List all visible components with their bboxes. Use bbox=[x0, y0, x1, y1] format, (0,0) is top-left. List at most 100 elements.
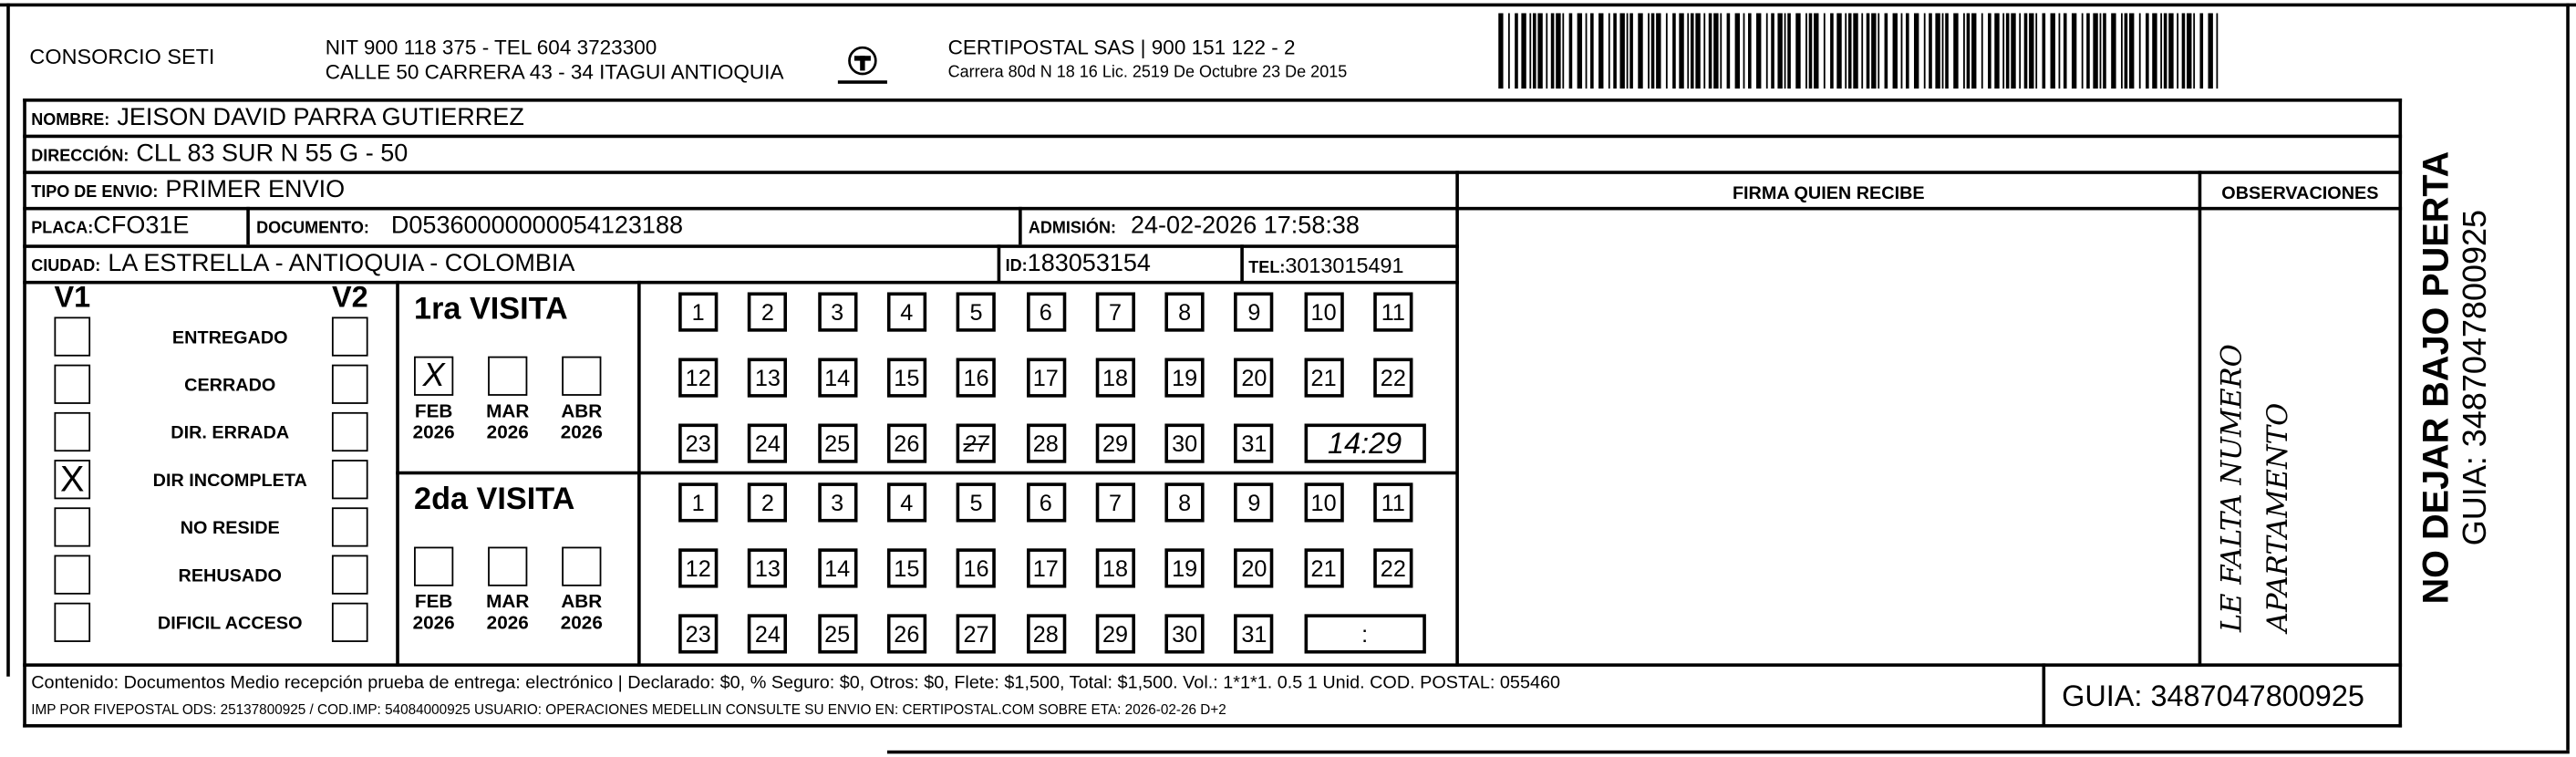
day-box-7[interactable]: 7 bbox=[1095, 482, 1135, 523]
barcode-bar bbox=[1726, 13, 1731, 89]
day-box-26[interactable]: 26 bbox=[886, 423, 926, 463]
checkbox-v2[interactable] bbox=[331, 460, 368, 500]
day-box-12[interactable]: 12 bbox=[678, 548, 719, 588]
month-label: FEB bbox=[414, 592, 453, 613]
barcode-bar bbox=[2005, 13, 2010, 89]
day-box-27[interactable]: 27 bbox=[956, 614, 997, 654]
day-box-27[interactable]: 27 bbox=[956, 423, 997, 463]
barcode-bar bbox=[2199, 13, 2204, 89]
checkbox-v1[interactable] bbox=[54, 411, 91, 452]
checkbox-v2[interactable] bbox=[331, 507, 368, 547]
checkbox-v1[interactable] bbox=[54, 602, 91, 642]
day-box-2[interactable]: 2 bbox=[748, 482, 788, 523]
day-box-30[interactable]: 30 bbox=[1164, 614, 1205, 654]
day-box-5[interactable]: 5 bbox=[956, 292, 997, 332]
barcode-bar bbox=[2111, 13, 2116, 89]
day-box-7[interactable]: 7 bbox=[1095, 292, 1135, 332]
barcode-bar bbox=[2058, 13, 2061, 89]
day-box-18[interactable]: 18 bbox=[1095, 358, 1135, 398]
visit-time-box[interactable]: : bbox=[1303, 614, 1426, 654]
day-box-19[interactable]: 19 bbox=[1164, 358, 1205, 398]
day-box-22[interactable]: 22 bbox=[1373, 358, 1413, 398]
visit-time-box[interactable]: 14:29 bbox=[1303, 423, 1426, 463]
day-box-26[interactable]: 26 bbox=[886, 614, 926, 654]
checkbox-v1[interactable] bbox=[54, 316, 91, 357]
day-box-23[interactable]: 23 bbox=[678, 423, 719, 463]
month-checkbox[interactable] bbox=[562, 546, 602, 586]
day-box-10[interactable]: 10 bbox=[1303, 482, 1344, 523]
checkbox-v2[interactable] bbox=[331, 555, 368, 595]
barcode-bar bbox=[1935, 13, 1940, 89]
day-box-12[interactable]: 12 bbox=[678, 358, 719, 398]
status-label: DIFICIL ACCESO bbox=[157, 614, 303, 634]
day-box-4[interactable]: 4 bbox=[886, 292, 926, 332]
observaciones-handwritten: LE FALTA NUMERO APARTAMENTO bbox=[2209, 344, 2302, 632]
checkbox-v2[interactable] bbox=[331, 411, 368, 452]
day-box-16[interactable]: 16 bbox=[956, 358, 997, 398]
day-box-24[interactable]: 24 bbox=[748, 614, 788, 654]
day-box-24[interactable]: 24 bbox=[748, 423, 788, 463]
checkbox-v2[interactable] bbox=[331, 602, 368, 642]
day-box-10[interactable]: 10 bbox=[1303, 292, 1344, 332]
day-box-17[interactable]: 17 bbox=[1026, 548, 1066, 588]
day-box-28[interactable]: 28 bbox=[1026, 423, 1066, 463]
month-checkbox[interactable] bbox=[562, 356, 602, 396]
day-box-1[interactable]: 1 bbox=[678, 482, 719, 523]
barcode-bar bbox=[1577, 13, 1583, 89]
day-box-5[interactable]: 5 bbox=[956, 482, 997, 523]
checkbox-v2[interactable] bbox=[331, 316, 368, 357]
day-box-9[interactable]: 9 bbox=[1234, 482, 1275, 523]
day-box-13[interactable]: 13 bbox=[748, 358, 788, 398]
day-box-31[interactable]: 31 bbox=[1234, 423, 1275, 463]
checkbox-v1[interactable] bbox=[54, 555, 91, 595]
day-box-25[interactable]: 25 bbox=[817, 423, 857, 463]
day-box-14[interactable]: 14 bbox=[817, 548, 857, 588]
day-box-15[interactable]: 15 bbox=[886, 548, 926, 588]
day-box-21[interactable]: 21 bbox=[1303, 548, 1344, 588]
day-box-6[interactable]: 6 bbox=[1026, 482, 1066, 523]
barcode-bar bbox=[2081, 13, 2084, 89]
day-box-19[interactable]: 19 bbox=[1164, 548, 1205, 588]
barcode-bar bbox=[1537, 13, 1543, 89]
checkbox-v1[interactable] bbox=[54, 364, 91, 404]
day-box-23[interactable]: 23 bbox=[678, 614, 719, 654]
checkbox-v1[interactable] bbox=[54, 507, 91, 547]
day-box-21[interactable]: 21 bbox=[1303, 358, 1344, 398]
month-checkbox[interactable] bbox=[414, 546, 454, 586]
day-box-20[interactable]: 20 bbox=[1234, 548, 1275, 588]
day-box-29[interactable]: 29 bbox=[1095, 423, 1135, 463]
day-box-9[interactable]: 9 bbox=[1234, 292, 1275, 332]
day-box-15[interactable]: 15 bbox=[886, 358, 926, 398]
day-box-6[interactable]: 6 bbox=[1026, 292, 1066, 332]
day-box-8[interactable]: 8 bbox=[1164, 482, 1205, 523]
month-checkbox[interactable] bbox=[488, 356, 528, 396]
day-box-28[interactable]: 28 bbox=[1026, 614, 1066, 654]
barcode-bar bbox=[2208, 13, 2213, 89]
day-box-11[interactable]: 11 bbox=[1373, 292, 1413, 332]
day-box-13[interactable]: 13 bbox=[748, 548, 788, 588]
day-box-25[interactable]: 25 bbox=[817, 614, 857, 654]
month-checkbox[interactable]: X bbox=[414, 356, 454, 396]
footer-print-info: IMP POR FIVEPOSTAL ODS: 25137800925 / CO… bbox=[31, 700, 1226, 718]
day-box-31[interactable]: 31 bbox=[1234, 614, 1275, 654]
day-box-4[interactable]: 4 bbox=[886, 482, 926, 523]
day-box-1[interactable]: 1 bbox=[678, 292, 719, 332]
direccion-label: DIRECCIÓN: bbox=[31, 148, 129, 166]
day-box-11[interactable]: 11 bbox=[1373, 482, 1413, 523]
day-box-18[interactable]: 18 bbox=[1095, 548, 1135, 588]
month-checkbox[interactable] bbox=[488, 546, 528, 586]
day-box-14[interactable]: 14 bbox=[817, 358, 857, 398]
day-box-30[interactable]: 30 bbox=[1164, 423, 1205, 463]
day-box-3[interactable]: 3 bbox=[817, 292, 857, 332]
day-box-3[interactable]: 3 bbox=[817, 482, 857, 523]
day-box-2[interactable]: 2 bbox=[748, 292, 788, 332]
day-box-29[interactable]: 29 bbox=[1095, 614, 1135, 654]
checkbox-v1[interactable]: X bbox=[54, 460, 91, 500]
day-box-17[interactable]: 17 bbox=[1026, 358, 1066, 398]
day-box-20[interactable]: 20 bbox=[1234, 358, 1275, 398]
checkbox-v2[interactable] bbox=[331, 364, 368, 404]
day-box-16[interactable]: 16 bbox=[956, 548, 997, 588]
day-box-22[interactable]: 22 bbox=[1373, 548, 1413, 588]
day-box-8[interactable]: 8 bbox=[1164, 292, 1205, 332]
